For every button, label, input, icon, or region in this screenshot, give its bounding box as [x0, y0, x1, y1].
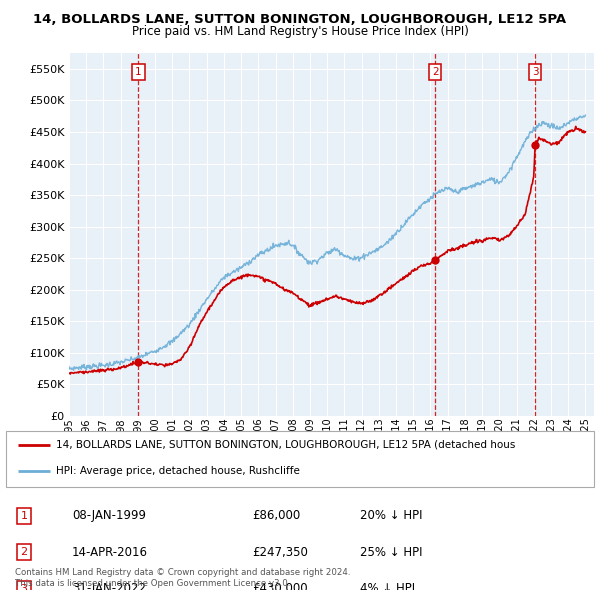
Text: £247,350: £247,350 [252, 546, 308, 559]
Text: 1: 1 [20, 511, 28, 520]
Text: £430,000: £430,000 [252, 582, 308, 590]
Text: Contains HM Land Registry data © Crown copyright and database right 2024.
This d: Contains HM Land Registry data © Crown c… [15, 568, 350, 588]
Text: 14, BOLLARDS LANE, SUTTON BONINGTON, LOUGHBOROUGH, LE12 5PA (detached hous: 14, BOLLARDS LANE, SUTTON BONINGTON, LOU… [56, 440, 515, 450]
Text: 1: 1 [135, 67, 142, 77]
Text: 2: 2 [20, 548, 28, 557]
Text: 3: 3 [20, 584, 28, 590]
Text: £86,000: £86,000 [252, 509, 300, 522]
Text: 25% ↓ HPI: 25% ↓ HPI [360, 546, 422, 559]
Text: 14, BOLLARDS LANE, SUTTON BONINGTON, LOUGHBOROUGH, LE12 5PA: 14, BOLLARDS LANE, SUTTON BONINGTON, LOU… [34, 13, 566, 26]
Text: 20% ↓ HPI: 20% ↓ HPI [360, 509, 422, 522]
Text: 3: 3 [532, 67, 538, 77]
Text: HPI: Average price, detached house, Rushcliffe: HPI: Average price, detached house, Rush… [56, 466, 300, 476]
Text: 4% ↓ HPI: 4% ↓ HPI [360, 582, 415, 590]
Text: 14-APR-2016: 14-APR-2016 [72, 546, 148, 559]
Text: 08-JAN-1999: 08-JAN-1999 [72, 509, 146, 522]
Text: Price paid vs. HM Land Registry's House Price Index (HPI): Price paid vs. HM Land Registry's House … [131, 25, 469, 38]
FancyBboxPatch shape [6, 431, 594, 487]
Text: 31-JAN-2022: 31-JAN-2022 [72, 582, 146, 590]
Text: 2: 2 [432, 67, 439, 77]
